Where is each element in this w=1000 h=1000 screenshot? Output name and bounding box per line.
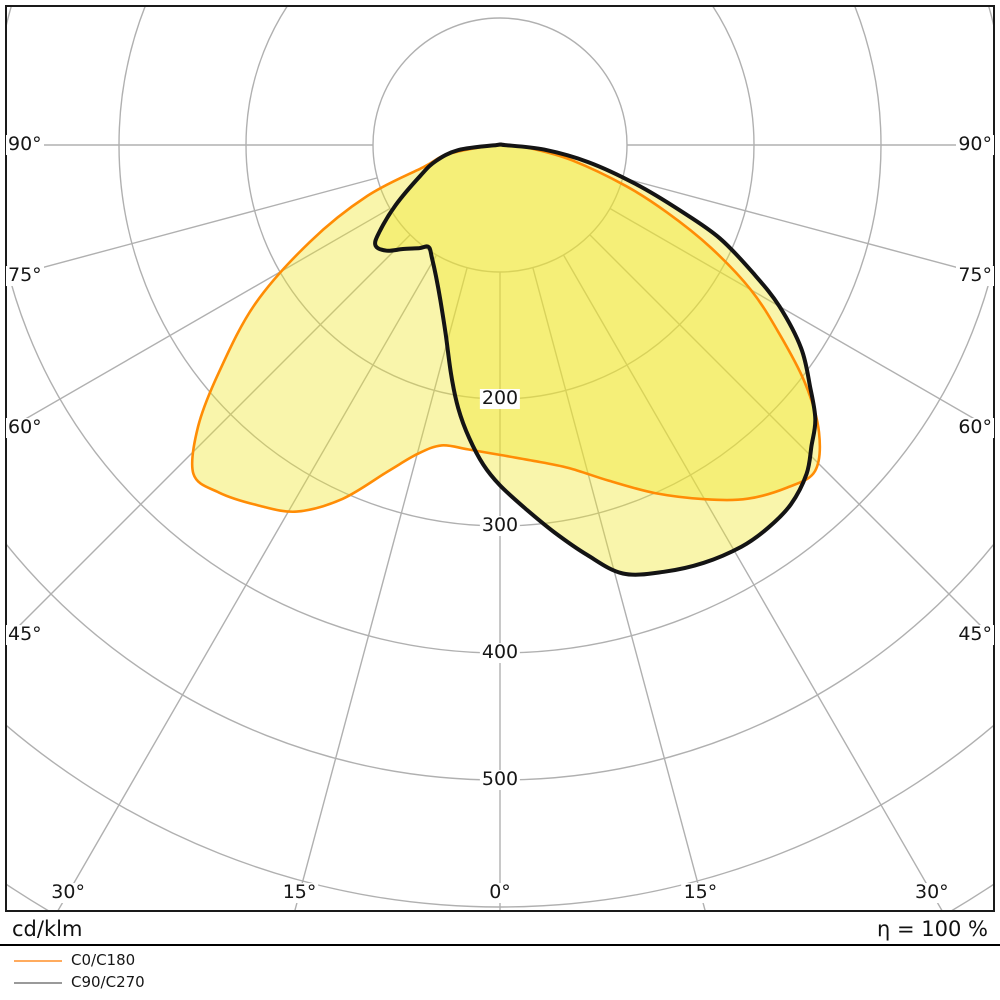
chart-legend: C0/C180 C90/C270 bbox=[14, 951, 145, 992]
grid-ray bbox=[609, 207, 994, 432]
grid-ray bbox=[532, 267, 706, 911]
grid-ray bbox=[622, 177, 994, 279]
legend-divider bbox=[0, 944, 1000, 946]
grid-ray bbox=[6, 207, 391, 432]
legend-item-c90-c270: C90/C270 bbox=[14, 973, 145, 992]
legend-label: C0/C180 bbox=[71, 951, 136, 969]
grid-ray bbox=[6, 177, 378, 279]
legend-line-icon bbox=[14, 981, 62, 984]
legend-label: C90/C270 bbox=[71, 973, 145, 991]
grid-ray bbox=[294, 267, 468, 911]
grid-ray bbox=[56, 254, 438, 911]
curve-c90-c270 bbox=[373, 142, 818, 577]
units-label: cd/klm bbox=[12, 917, 83, 941]
legend-line-icon bbox=[14, 959, 62, 962]
legend-item-c0-c180: C0/C180 bbox=[14, 951, 145, 970]
plot-frame bbox=[5, 5, 995, 912]
grid-ray bbox=[6, 234, 411, 640]
grid-ray bbox=[589, 234, 994, 640]
curve-fill-c0-c180 bbox=[192, 144, 820, 512]
efficiency-label: η = 100 % bbox=[877, 917, 988, 941]
curve-c0-c180 bbox=[190, 143, 822, 514]
chart-footer: cd/klm η = 100 % bbox=[0, 915, 1000, 943]
grid-ray bbox=[562, 254, 944, 911]
